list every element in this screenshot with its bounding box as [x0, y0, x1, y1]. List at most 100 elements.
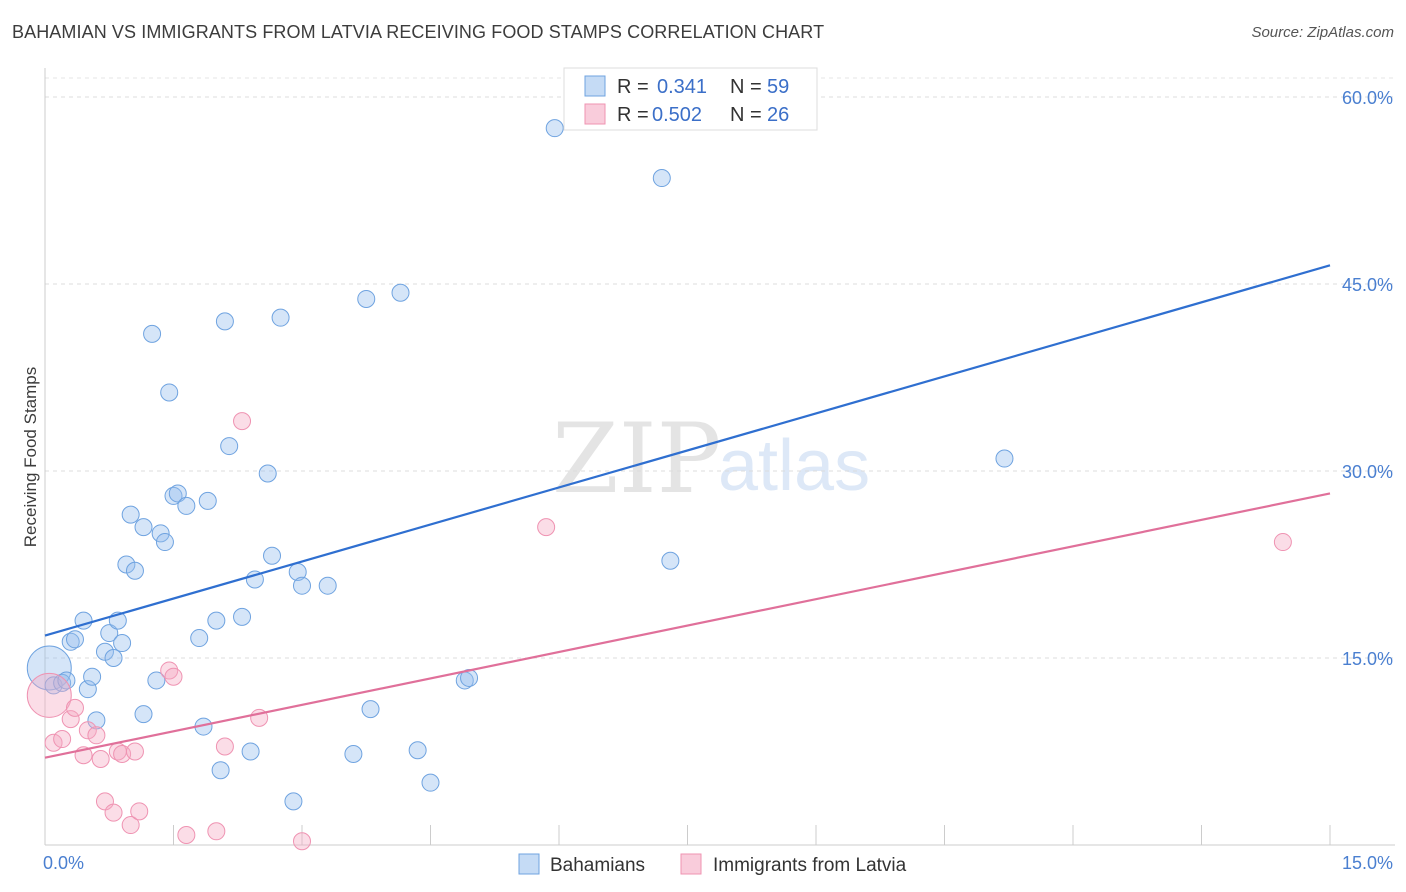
bahamians-points	[26, 119, 1014, 811]
bahamians-point	[100, 624, 119, 643]
bahamians-point	[168, 484, 187, 503]
bahamians-point	[361, 700, 380, 719]
latvia-point	[233, 412, 252, 431]
bahamians-point	[421, 773, 440, 792]
bahamians-point	[57, 671, 76, 690]
latvia-point	[53, 730, 72, 749]
bahamians-point	[83, 667, 102, 686]
bahamians-point	[357, 289, 376, 308]
latvia-point	[130, 802, 149, 821]
latvia-point	[65, 698, 84, 717]
series-legend-latvia: Immigrants from Latvia	[713, 855, 907, 876]
bahamians-trend-line	[44, 264, 1331, 637]
latvia-point	[61, 710, 80, 729]
y-tick-label: 45.0%	[1342, 275, 1393, 295]
bahamians-point	[155, 533, 174, 552]
bahamians-point	[134, 518, 153, 537]
legend-r-value-2: 0.502	[652, 104, 702, 126]
latvia-point	[164, 667, 183, 686]
watermark-zip: ZIP	[552, 403, 721, 515]
bahamians-point	[652, 169, 671, 188]
bahamians-point	[215, 312, 234, 331]
watermark: ZIP atlas	[552, 403, 870, 515]
bahamians-point	[408, 741, 427, 760]
bahamians-point	[995, 449, 1014, 468]
bahamians-point	[293, 576, 311, 595]
legend-swatch-latvia	[584, 103, 606, 125]
bahamians-point	[207, 611, 226, 630]
bahamians-point	[211, 761, 230, 780]
bahamians-point	[65, 630, 84, 649]
latvia-point	[26, 672, 72, 718]
x-tick-label: 0.0%	[43, 853, 84, 873]
bahamians-point	[104, 649, 123, 667]
bahamians-point	[125, 561, 144, 580]
bahamians-point	[151, 524, 170, 543]
y-axis-label: Receiving Food Stamps	[21, 367, 40, 547]
bahamians-point	[160, 383, 179, 402]
legend-r-label-1: R =	[617, 76, 649, 98]
chart-title: BAHAMIAN VS IMMIGRANTS FROM LATVIA RECEI…	[12, 22, 825, 42]
watermark-atlas: atlas	[718, 426, 870, 506]
latvia-point	[125, 742, 144, 761]
bahamians-point	[147, 671, 166, 690]
legend-swatch-bahamians	[584, 75, 606, 97]
bahamians-point	[190, 629, 209, 648]
bahamians-point	[143, 324, 162, 343]
bahamians-point	[391, 283, 410, 302]
bahamians-point	[241, 742, 260, 761]
latvia-point	[78, 721, 97, 740]
correlation-legend: R = 0.341 N = 59 R = 0.502 N = 26	[563, 67, 818, 131]
y-tick-label: 30.0%	[1342, 462, 1393, 482]
bahamians-point	[263, 546, 282, 565]
latvia-point	[91, 749, 110, 768]
latvia-trend-line	[44, 492, 1331, 759]
bahamians-point	[220, 437, 239, 456]
series-legend-swatch-latvia	[680, 853, 702, 875]
y-tick-labels: 15.0% 30.0% 45.0% 60.0%	[1342, 88, 1393, 669]
latvia-point	[177, 826, 196, 845]
latvia-point	[121, 816, 140, 835]
bahamians-point	[545, 119, 564, 138]
x-tick-labels: 0.0% 15.0%	[43, 853, 1393, 873]
x-tick-label: 15.0%	[1342, 853, 1393, 873]
legend-r-value-1: 0.341	[657, 76, 707, 98]
bahamians-point	[271, 308, 290, 327]
legend-n-value-2: 26	[767, 104, 789, 126]
bahamians-point	[318, 576, 337, 595]
latvia-point	[215, 737, 234, 756]
bahamians-point	[344, 744, 363, 763]
latvia-point	[1273, 533, 1292, 552]
axes	[44, 68, 1395, 846]
bahamians-point	[113, 634, 132, 653]
bahamians-point	[198, 491, 217, 510]
latvia-point	[44, 733, 63, 752]
legend-n-label-1: N =	[730, 76, 762, 98]
legend-r-label-2: R =	[617, 104, 649, 126]
latvia-point	[104, 803, 123, 822]
bahamians-point	[177, 496, 196, 515]
legend-n-label-2: N =	[730, 104, 762, 126]
y-tick-label: 15.0%	[1342, 649, 1393, 669]
bahamians-point	[121, 505, 140, 524]
y-tick-label: 60.0%	[1342, 88, 1393, 108]
latvia-point	[207, 822, 226, 841]
latvia-point	[87, 726, 106, 745]
source-note: Source: ZipAtlas.com	[1251, 24, 1394, 41]
bahamians-point	[233, 607, 252, 626]
grid-lines	[45, 77, 1395, 659]
bahamians-point	[26, 645, 72, 691]
latvia-point	[293, 832, 311, 851]
bahamians-point	[258, 464, 277, 483]
bahamians-point	[134, 705, 153, 724]
trend-lines	[44, 264, 1331, 759]
legend-box	[563, 67, 818, 131]
latvia-point	[537, 518, 556, 537]
bahamians-point	[284, 792, 303, 811]
legend-n-value-1: 59	[767, 76, 789, 98]
bahamians-point	[661, 551, 680, 570]
series-legend: Bahamians Immigrants from Latvia	[518, 853, 907, 876]
series-legend-swatch-bahamians	[518, 853, 540, 875]
latvia-points	[26, 412, 1292, 851]
